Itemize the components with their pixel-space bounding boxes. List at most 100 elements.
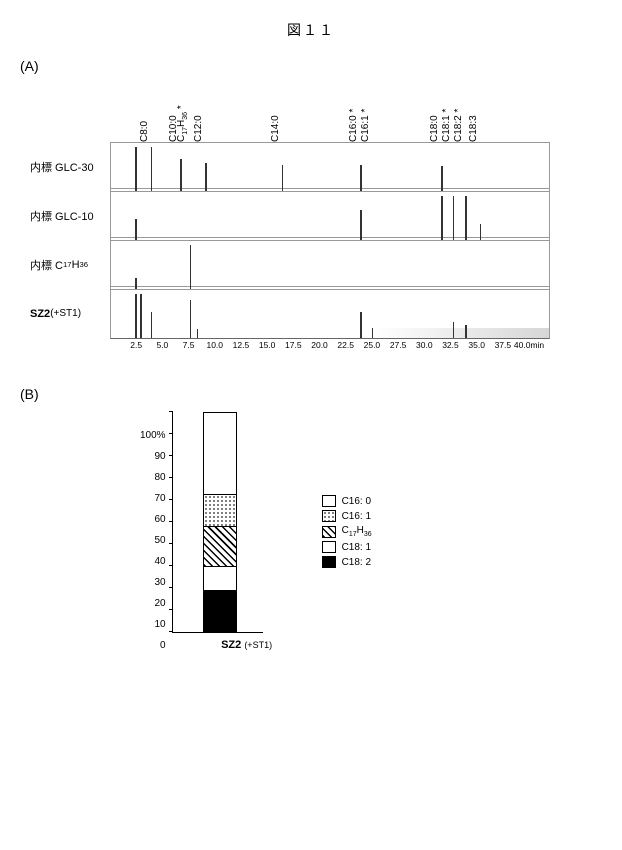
panel-a-label: (A) xyxy=(20,58,602,74)
y-tick-label: 50 xyxy=(140,536,166,546)
legend-item: C17H36 xyxy=(322,525,372,538)
chromatogram-peak xyxy=(180,159,182,191)
x-tick-label: 10.0 xyxy=(206,340,223,350)
legend-label: C16: 1 xyxy=(342,511,371,522)
panel-a: C8:0C10:0C17H36 *C12:0C14:0C16:0 *C16:1 … xyxy=(30,82,602,356)
legend-swatch xyxy=(322,510,336,522)
legend-swatch xyxy=(322,541,336,553)
chromatogram-peak xyxy=(190,300,192,338)
x-axis: 2.55.07.510.012.515.017.520.022.525.027.… xyxy=(110,338,550,356)
x-tick-label: 12.5 xyxy=(233,340,250,350)
x-tick-label: 5.0 xyxy=(156,340,168,350)
bar-segment xyxy=(204,590,236,631)
y-tick-mark xyxy=(169,477,173,478)
y-tick-mark xyxy=(169,411,173,412)
peak-label: C18:1 * xyxy=(441,109,452,142)
chromatogram-peak xyxy=(441,196,443,240)
peak-label: C12:0 xyxy=(193,115,204,142)
chromatogram-trace: 5.04.03.02.01.00.0 xyxy=(110,240,550,290)
baseline xyxy=(111,328,549,338)
y-tick-mark xyxy=(169,455,173,456)
bar-segment xyxy=(204,494,236,527)
y-tick-label: 40 xyxy=(140,557,166,567)
legend-label: C18: 1 xyxy=(342,542,371,553)
x-tick-label: 22.5 xyxy=(337,340,354,350)
chromatogram-peak xyxy=(135,294,137,338)
trace-label: 内標 GLC-10 xyxy=(30,191,110,240)
y-tick-label: 30 xyxy=(140,578,166,588)
legend-item: C16: 0 xyxy=(322,495,372,507)
chromatogram-peak xyxy=(465,196,467,240)
chromatogram-peak xyxy=(453,196,455,240)
y-tick-label: 0 xyxy=(140,641,166,651)
chromatogram-peak xyxy=(140,294,142,338)
x-tick-label: 2.5 xyxy=(130,340,142,350)
peak-label: C18:2 * xyxy=(453,109,464,142)
chromatogram-peak xyxy=(205,163,207,191)
chromatogram-peak xyxy=(197,329,199,338)
legend: C16: 0 C16: 1 C17H36 C18: 1 C18: 2 xyxy=(322,492,372,571)
bar-plot-area xyxy=(172,412,263,633)
chromatogram-peak xyxy=(360,312,362,338)
legend-swatch xyxy=(322,556,336,568)
x-tick-label: 40.0min xyxy=(514,340,544,350)
chromatogram-peak xyxy=(372,328,374,338)
panel-b: 100%9080706050403020100 SZ2 (+ST1) C16: … xyxy=(140,412,602,651)
chromatogram-peak xyxy=(135,147,137,191)
legend-item: C16: 1 xyxy=(322,510,372,522)
legend-item: C18: 2 xyxy=(322,556,372,568)
x-tick-label: 30.0 xyxy=(416,340,433,350)
y-tick-mark xyxy=(169,587,173,588)
peak-labels-row: C8:0C10:0C17H36 *C12:0C14:0C16:0 *C16:1 … xyxy=(110,82,550,142)
chromatogram-peak xyxy=(282,165,284,191)
y-tick-mark xyxy=(169,543,173,544)
chromatogram-peak xyxy=(190,245,192,289)
bar-x-label: SZ2 (+ST1) xyxy=(202,639,292,651)
baseline xyxy=(111,237,549,238)
legend-label: C16: 0 xyxy=(342,496,371,507)
chromatogram-peak xyxy=(441,166,443,191)
trace-label: SZ2 (+ST1) xyxy=(30,289,110,338)
baseline xyxy=(111,188,549,189)
peak-label: C18:3 xyxy=(468,115,479,142)
legend-swatch xyxy=(322,495,336,507)
peak-label: C14:0 xyxy=(270,115,281,142)
y-tick-mark xyxy=(169,631,173,632)
y-tick-label: 10 xyxy=(140,620,166,630)
peak-label: C16:0 * xyxy=(348,109,359,142)
baseline xyxy=(111,286,549,287)
x-tick-label: 15.0 xyxy=(259,340,276,350)
chromatogram-peak xyxy=(360,165,362,191)
stacked-bar xyxy=(203,412,237,632)
chromatogram-peak xyxy=(360,210,362,240)
peak-label: C17H36 * xyxy=(176,105,189,142)
x-tick-label: 35.0 xyxy=(468,340,485,350)
chromatogram-peak xyxy=(453,322,455,338)
panel-b-label: (B) xyxy=(20,386,602,402)
bar-segment xyxy=(204,566,236,590)
y-tick-mark xyxy=(169,565,173,566)
legend-swatch xyxy=(322,526,336,538)
x-tick-label: 32.5 xyxy=(442,340,459,350)
x-tick-label: 37.5 xyxy=(495,340,512,350)
chromatogram-peak xyxy=(151,312,153,338)
y-axis: 100%9080706050403020100 xyxy=(140,431,166,651)
y-tick-label: 20 xyxy=(140,599,166,609)
x-tick-label: 27.5 xyxy=(390,340,407,350)
y-tick-mark xyxy=(169,609,173,610)
chromatogram-trace: 5.04.03.02.01.00.0 xyxy=(110,191,550,241)
y-tick-label: 90 xyxy=(140,452,166,462)
chromatogram-peak xyxy=(480,224,482,240)
y-tick-label: 60 xyxy=(140,515,166,525)
legend-label: C18: 2 xyxy=(342,557,371,568)
chromatogram-peak xyxy=(465,325,467,338)
trace-label: 内標 GLC-30 xyxy=(30,142,110,191)
y-tick-mark xyxy=(169,521,173,522)
x-tick-label: 7.5 xyxy=(183,340,195,350)
y-tick-label: 80 xyxy=(140,473,166,483)
chromatogram-peak xyxy=(135,219,137,240)
y-tick-label: 100% xyxy=(140,431,166,441)
peak-label: C16:1 * xyxy=(360,109,371,142)
chromatogram-peak xyxy=(151,147,153,191)
x-tick-label: 20.0 xyxy=(311,340,328,350)
